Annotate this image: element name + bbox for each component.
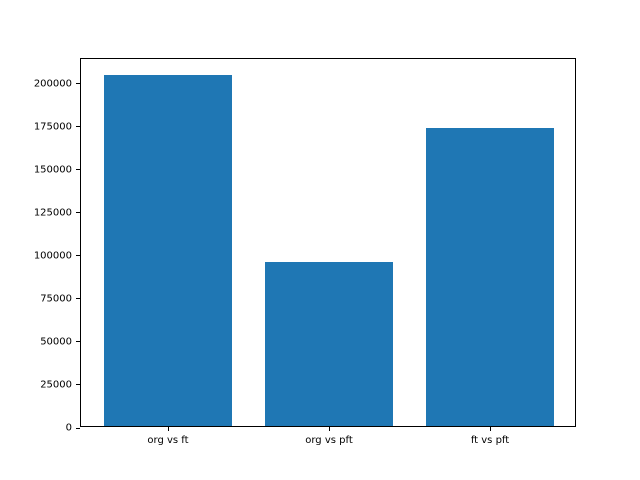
y-tick-label: 0 (65, 422, 72, 434)
y-tick-label: 175000 (33, 121, 72, 132)
plot-area: 0 25000 50000 75000 100000 125000 150000 175000… (34, 58, 576, 446)
x-tick-mark (489, 427, 491, 431)
y-tick-mark (76, 427, 80, 429)
y-tick-mark (76, 83, 80, 84)
x-tick-label-org-vs-pft: org vs pft (305, 435, 353, 446)
x-tick-mark (328, 427, 330, 431)
y-tick-mark (76, 126, 80, 127)
y-tick-label: 25000 (40, 379, 72, 391)
y-tick-mark (76, 298, 80, 300)
y-tick-mark (76, 255, 80, 257)
x-tick-label-org-vs-ft: org vs ft (147, 435, 189, 446)
y-tick-mark (76, 212, 80, 214)
y-tick-label: 75000 (40, 293, 72, 305)
x-tick-label-ft-vs-pft: ft vs pft (470, 435, 510, 446)
y-tick-label: 125000 (33, 207, 72, 219)
y-tick-label: 150000 (33, 164, 72, 176)
y-tick-label: 50000 (40, 336, 72, 348)
y-tick-mark (76, 384, 80, 386)
y-tick-label: 200000 (33, 78, 72, 89)
bar-org-vs-pft (264, 262, 394, 426)
y-tick-label: 100000 (33, 250, 72, 262)
y-tick-mark (76, 169, 80, 171)
y-tick-mark (76, 341, 80, 343)
bar-ft-vs-pft (425, 128, 555, 426)
bar-org-vs-ft (103, 74, 233, 426)
x-tick-mark (167, 427, 169, 431)
